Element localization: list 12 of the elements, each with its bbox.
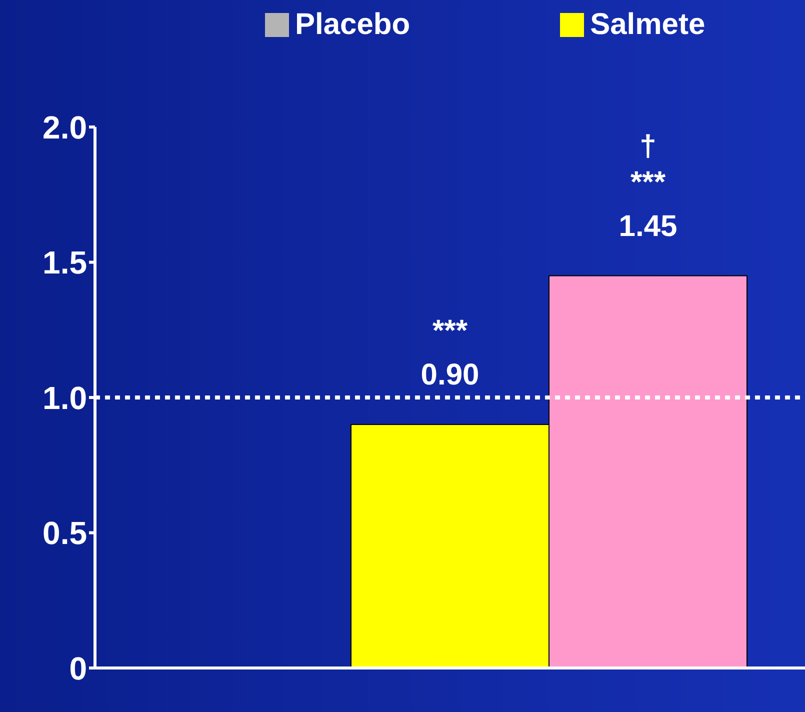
y-tick-label: 1.0 <box>42 380 87 416</box>
y-tick-label: 1.5 <box>42 244 87 281</box>
legend-label: Salmete <box>590 8 706 42</box>
annotation: † <box>640 130 656 163</box>
y-tick-label: 0 <box>69 650 87 686</box>
y-tick-label: 2.0 <box>42 109 87 146</box>
legend-label: Placebo <box>295 8 410 42</box>
data-label: 0.90 <box>420 358 480 392</box>
annotation: *** <box>432 314 468 348</box>
annotation: *** <box>630 166 666 199</box>
data-label: 1.45 <box>618 210 678 243</box>
y-tick-label: 0.5 <box>42 515 87 552</box>
